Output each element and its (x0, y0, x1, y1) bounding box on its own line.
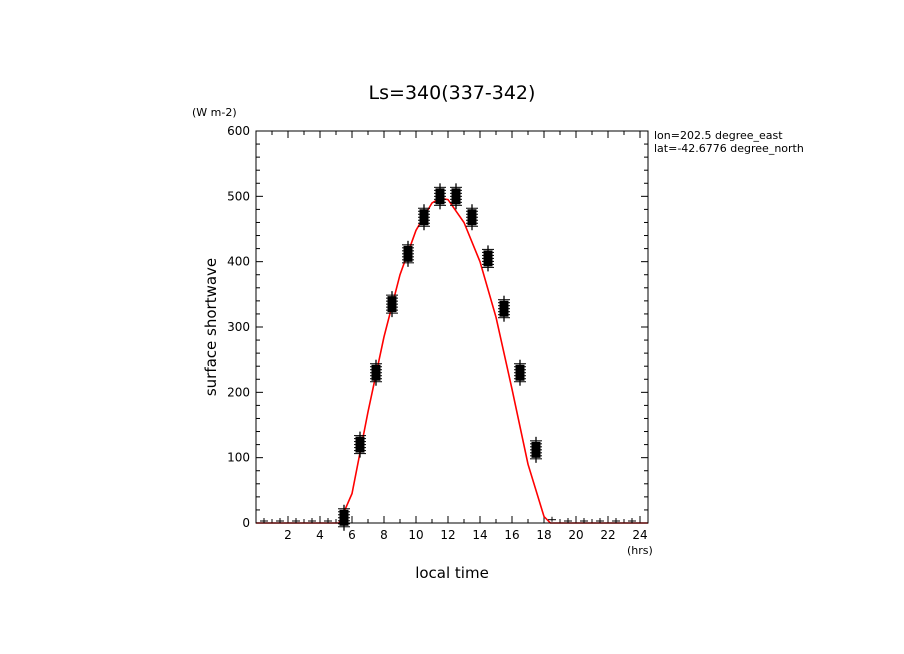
x-tick-label: 2 (284, 528, 292, 542)
data-points (260, 183, 636, 531)
data-point (628, 518, 636, 523)
data-point (418, 204, 430, 231)
x-tick-label: 14 (472, 528, 487, 542)
data-point (386, 291, 398, 318)
data-point (612, 518, 620, 523)
data-point (498, 295, 510, 322)
data-point (276, 518, 284, 523)
y-tick-label: 200 (227, 385, 250, 399)
y-tick-label: 500 (227, 189, 250, 203)
y-tick-label: 400 (227, 255, 250, 269)
x-tick-label: 12 (440, 528, 455, 542)
x-tick-label: 6 (348, 528, 356, 542)
data-point (596, 518, 604, 523)
chart-title: Ls=340(337-342) (369, 82, 536, 104)
data-point (402, 240, 414, 267)
x-tick-label: 22 (600, 528, 615, 542)
data-point (324, 518, 332, 523)
data-point (354, 431, 366, 458)
data-point (530, 436, 542, 463)
data-point (514, 359, 526, 386)
y-axis-label: surface shortwave (202, 258, 220, 396)
fit-line (256, 197, 648, 524)
data-point (338, 504, 350, 531)
data-point (548, 516, 556, 522)
data-point (370, 359, 382, 386)
fit-line-series (256, 197, 648, 524)
x-tick-label: 16 (504, 528, 519, 542)
y-tick-label: 0 (242, 516, 250, 530)
y-tick-label: 100 (227, 451, 250, 465)
x-axis-label: local time (415, 564, 489, 582)
x-tick-label: 18 (536, 528, 551, 542)
x-tick-label: 24 (632, 528, 647, 542)
annotation-line-0: lon=202.5 degree_east (654, 129, 783, 142)
annotation-line-1: lat=-42.6776 degree_north (654, 142, 804, 155)
data-point (260, 518, 268, 523)
data-point (308, 518, 316, 523)
x-tick-label: 20 (568, 528, 583, 542)
data-point (580, 518, 588, 523)
y-tick-label: 600 (227, 124, 250, 138)
plot-frame (255, 130, 649, 524)
data-point (450, 183, 462, 210)
y-tick-label: 300 (227, 320, 250, 334)
y-unit-label: (W m-2) (192, 106, 237, 119)
x-tick-label: 4 (316, 528, 324, 542)
data-point (466, 204, 478, 231)
data-point (564, 518, 572, 523)
x-tick-label: 10 (408, 528, 423, 542)
data-point (292, 518, 300, 523)
data-point (434, 183, 446, 210)
x-unit-label: (hrs) (627, 544, 653, 557)
data-point (482, 245, 494, 272)
x-tick-label: 8 (380, 528, 388, 542)
